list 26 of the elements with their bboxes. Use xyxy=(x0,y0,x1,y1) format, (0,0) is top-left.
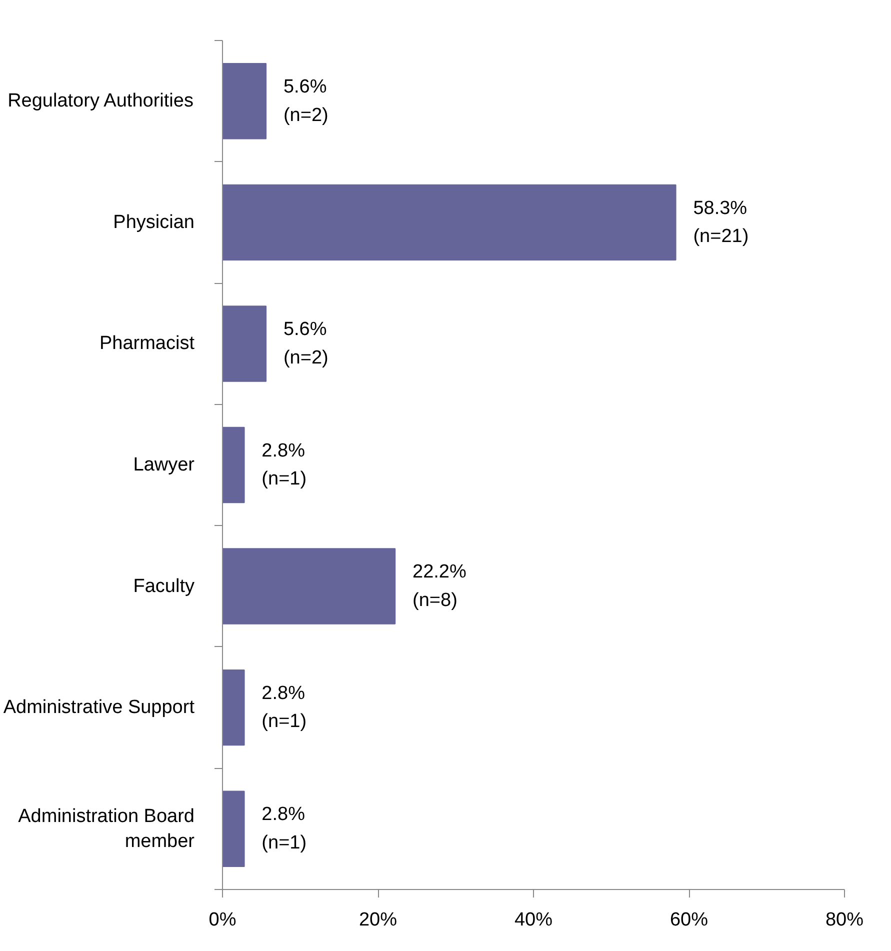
y-tick-label: Faculty xyxy=(133,576,195,597)
x-tick-label: 40% xyxy=(514,910,553,930)
data-label: 2.8% (n=1) xyxy=(262,440,307,490)
x-tick-label: 20% xyxy=(358,910,398,930)
x-tick-label: 60% xyxy=(670,910,708,930)
bar xyxy=(222,63,267,140)
x-tick-label: 0% xyxy=(208,910,236,930)
bar xyxy=(222,790,245,867)
data-label: 2.8% (n=1) xyxy=(262,682,307,732)
data-label: 22.2% (n=8) xyxy=(412,562,466,611)
y-tick-label: Physician xyxy=(113,212,195,233)
data-label: 5.6% (n=2) xyxy=(283,76,328,126)
bar xyxy=(222,306,267,382)
data-label: 2.8% (n=1) xyxy=(262,804,307,854)
data-label: 5.6% (n=2) xyxy=(283,319,328,368)
bar xyxy=(222,548,396,624)
y-tick-label: Administrative Support xyxy=(3,697,196,718)
y-tick-label: Lawyer xyxy=(133,454,196,476)
x-tick-label: 80% xyxy=(825,910,864,930)
data-label: 58.3% (n=21) xyxy=(693,198,749,248)
bar xyxy=(222,184,676,261)
bar xyxy=(222,426,245,504)
bar xyxy=(222,669,245,746)
y-tick-label: Pharmacist xyxy=(99,333,196,354)
y-tick-label: Administration Board member xyxy=(18,806,196,852)
y-tick-label: Regulatory Authorities xyxy=(8,90,194,112)
